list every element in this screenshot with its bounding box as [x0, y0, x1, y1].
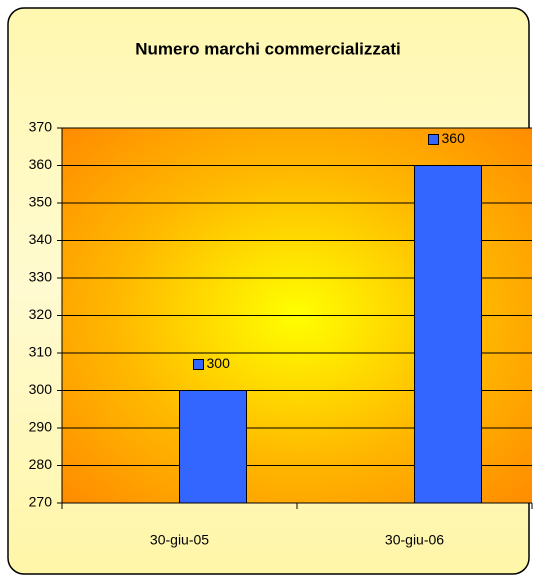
y-tick-label: 290: [29, 419, 53, 435]
y-tick-label: 350: [29, 194, 53, 210]
y-tick-label: 270: [29, 494, 53, 510]
y-tick-label: 320: [29, 306, 53, 322]
x-tick-label: 30-giu-05: [150, 532, 209, 548]
bar: [414, 165, 482, 504]
y-tick-label: 300: [29, 381, 53, 397]
data-label-key: [428, 134, 439, 145]
y-tick-label: 310: [29, 344, 53, 360]
y-tick-label: 280: [29, 456, 53, 472]
data-label: 360: [442, 130, 466, 146]
y-tick-label: 330: [29, 269, 53, 285]
y-tick-label: 340: [29, 231, 53, 247]
data-label-key: [193, 359, 204, 370]
bar: [179, 390, 247, 504]
chart-title: Numero marchi commercializzati: [135, 39, 400, 58]
data-label: 300: [207, 355, 231, 371]
y-tick-label: 360: [29, 156, 53, 172]
y-tick-label: 370: [29, 119, 53, 135]
x-tick-label: 30-giu-06: [385, 532, 444, 548]
